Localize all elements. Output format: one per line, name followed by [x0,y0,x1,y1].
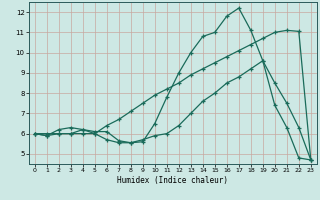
X-axis label: Humidex (Indice chaleur): Humidex (Indice chaleur) [117,176,228,185]
